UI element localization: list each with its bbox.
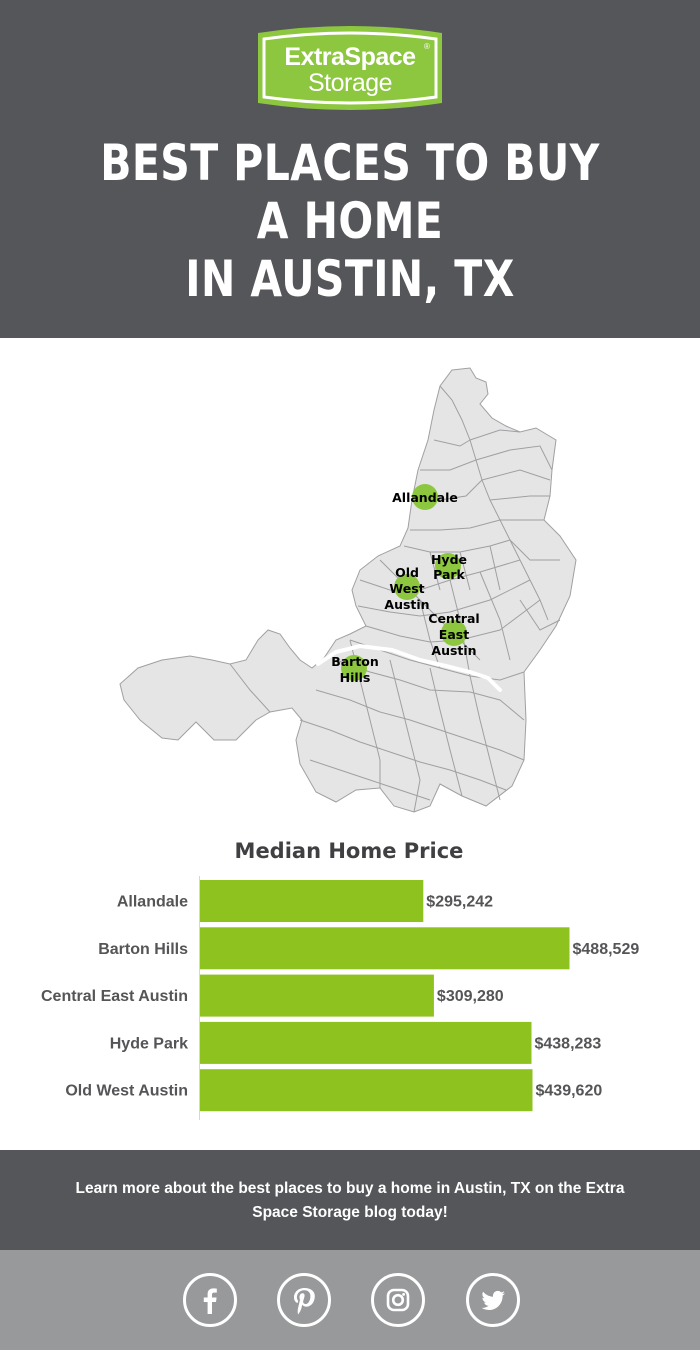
bar-allandale[interactable] (200, 880, 424, 922)
value-label-old-west-austin: $439,620 (536, 1083, 603, 1100)
bar-barton-hills[interactable] (200, 927, 570, 970)
colorado-river (316, 643, 502, 692)
instagram-button[interactable] (371, 1273, 425, 1327)
label-central-east-austin: Central East Austin (428, 611, 479, 658)
logo-line1: ExtraSpace (284, 43, 416, 71)
city-outline (119, 367, 577, 813)
facebook-icon (203, 1288, 217, 1314)
marker-old-west-austin[interactable] (394, 574, 420, 600)
pinterest-icon (294, 1288, 315, 1315)
label-barton-hills: Barton Hills (331, 654, 379, 685)
category-labels: Allandale Barton Hills Central East Austin… (41, 894, 188, 1100)
category-label-old-west-austin: Old West Austin (65, 1083, 188, 1100)
label-hyde-park: Hyde Park (431, 552, 467, 582)
marker-allandale[interactable] (412, 484, 438, 510)
bars (200, 880, 570, 1112)
value-labels: $295,242 $488,529 $309,280 $438,283 $439,620 (426, 894, 639, 1100)
title-line-2: A HOME (256, 192, 444, 250)
marker-central-east-austin[interactable] (441, 620, 467, 646)
logo-badge (258, 26, 442, 110)
marker-barton-hills[interactable] (341, 655, 367, 681)
logo-line2: Storage (307, 69, 393, 97)
instagram-icon (386, 1288, 410, 1312)
cta-text[interactable]: Learn more about the best places to buy … (75, 1180, 625, 1221)
page-title: BEST PLACES TO BUY A HOME IN AUSTIN, TX (63, 134, 637, 308)
category-label-central-east-austin: Central East Austin (41, 988, 188, 1005)
facebook-button[interactable] (183, 1273, 237, 1327)
category-label-allandale: Allandale (117, 894, 188, 911)
value-label-hyde-park: $438,283 (534, 1035, 601, 1052)
header: ExtraSpace Storage ® BEST PLACES TO BUY … (0, 0, 700, 338)
registered-mark: ® (424, 42, 430, 51)
twitter-button[interactable] (466, 1273, 520, 1327)
extra-space-storage-logo[interactable]: ExtraSpace Storage ® (254, 25, 446, 111)
median-home-price-chart: Median Home Price Allandale Barton Hills C… (41, 839, 639, 1120)
pinterest-button[interactable] (277, 1273, 331, 1327)
neighborhood-markers (341, 484, 467, 681)
bar-old-west-austin[interactable] (200, 1069, 533, 1112)
cta-banner: Learn more about the best places to buy … (0, 1150, 700, 1250)
marker-hyde-park[interactable] (435, 553, 461, 579)
austin-neighborhood-map: Allandale Hyde Park Old West Austin Central… (119, 367, 577, 813)
chart-title: Median Home Price (235, 839, 464, 863)
title-line-1: BEST PLACES TO BUY (100, 134, 600, 192)
title-line-3: IN AUSTIN, TX (185, 250, 515, 308)
bar-hyde-park[interactable] (200, 1021, 532, 1064)
category-label-hyde-park: Hyde Park (110, 1035, 188, 1052)
twitter-icon (481, 1290, 505, 1310)
neighborhood-labels: Allandale Hyde Park Old West Austin Central… (331, 490, 480, 685)
label-allandale: Allandale (392, 490, 458, 505)
value-label-barton-hills: $488,529 (573, 941, 640, 958)
value-label-allandale: $295,242 (426, 894, 493, 911)
label-old-west-austin: Old West Austin (384, 565, 429, 612)
value-label-central-east-austin: $309,280 (437, 988, 504, 1005)
bar-central-east-austin[interactable] (200, 974, 434, 1017)
category-label-barton-hills: Barton Hills (98, 941, 188, 958)
social-footer (0, 1250, 700, 1350)
